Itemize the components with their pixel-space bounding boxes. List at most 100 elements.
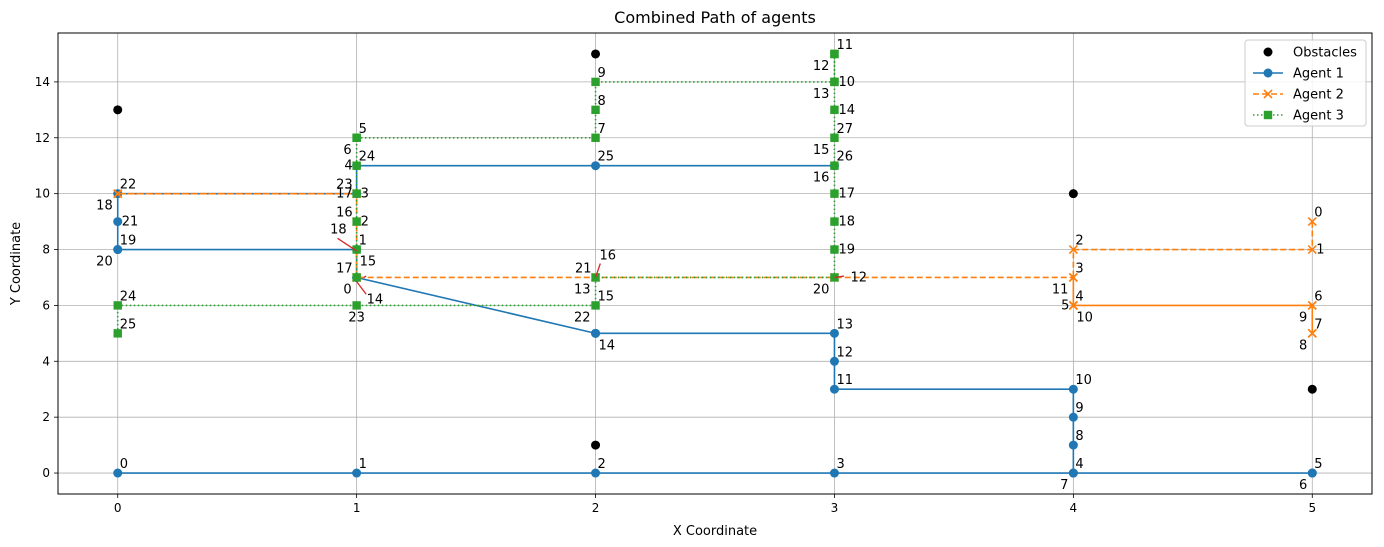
y-tick-label: 8 [42,243,50,257]
point-index-label: 23 [336,178,353,193]
x-tick-label: 5 [1308,501,1316,515]
series-line [116,53,836,334]
data-point [352,161,361,170]
point-index-label: 5 [1061,298,1069,313]
point-index-label: 2 [361,215,369,230]
point-index-label: 17 [336,187,353,202]
point-index-label: 27 [836,122,853,137]
annotation-arrow [356,281,367,295]
point-index-label: 5 [1314,457,1322,472]
y-tick-label: 14 [35,75,50,89]
point-index-label: 13 [813,87,830,102]
point-index-label: 11 [1052,282,1069,297]
point-index-label: 7 [1314,317,1322,332]
data-point [113,468,123,478]
point-index-label: 16 [336,206,353,221]
point-index-label: 9 [1299,310,1307,325]
x-axis-label: X Coordinate [673,524,757,539]
point-index-label: 18 [838,215,855,230]
point-index-label: 16 [600,248,617,263]
y-axis-label: Y Coordinate [9,222,24,306]
legend-entry: Agent 2 [1253,88,1344,103]
legend-entry: Obstacles [1263,46,1357,61]
y-tick-label: 4 [42,354,50,368]
data-point [829,328,839,338]
point-index-label: 14 [367,292,384,307]
point-index-label: 11 [836,38,853,53]
data-point [829,356,839,366]
obstacle-point [591,49,601,59]
point-index-label: 14 [838,103,855,118]
point-index-label: 4 [1075,457,1083,472]
point-index-label: 15 [598,289,615,304]
legend: Obstacles Agent 1 Agent 2 Agent 3 [1244,39,1367,127]
point-index-label: 12 [836,345,853,360]
data-point [829,468,839,478]
point-index-label: 12 [850,270,867,285]
obstacle-point [113,105,123,115]
data-point [591,133,600,142]
point-index-label: 16 [813,171,830,186]
point-index-label: 13 [574,282,591,297]
y-tick-label: 2 [42,410,50,424]
annotation-arrow [337,237,357,252]
data-point [591,468,601,478]
data-point [1307,468,1317,478]
point-index-label: 10 [838,75,855,90]
point-index-label: 9 [1075,401,1083,416]
data-point [830,189,839,198]
point-index-label: 15 [360,255,377,270]
data-point [830,133,839,142]
y-tick-label: 12 [35,131,50,145]
x-tick-label: 2 [592,501,600,515]
data-point [829,384,839,394]
data-point [1068,300,1078,310]
data-point [352,301,361,310]
x-tick-label: 0 [114,501,122,515]
annotation-arrow [363,275,367,279]
point-index-label: 13 [836,317,853,332]
point-index-label: 1 [359,457,367,472]
point-index-label: 6 [1314,289,1322,304]
point-index-label: 0 [120,457,128,472]
point-index-label: 2 [598,457,606,472]
point-index-label: 5 [359,122,367,137]
point-index-label: 12 [813,59,830,74]
series-3 [113,49,839,338]
point-index-label: 11 [836,373,853,388]
point-index-label: 17 [336,261,353,276]
point-index-label: 10 [1076,310,1093,325]
data-point [591,161,601,171]
data-point [591,77,600,87]
point-index-label: 14 [599,338,616,353]
point-index-label: 8 [598,94,606,109]
point-index-label: 24 [359,150,376,165]
obstacle-layer [113,49,1317,450]
point-index-label: 17 [838,187,855,202]
data-point [1068,272,1078,283]
point-index-label: 18 [330,223,347,238]
point-index-label: 20 [96,255,113,270]
y-tick-label: 10 [35,187,50,201]
point-index-label: 10 [1075,373,1092,388]
point-index-label: 20 [813,282,830,297]
legend-marker [1263,68,1273,78]
legend-label: Agent 1 [1293,67,1344,82]
point-index-label: 19 [838,243,855,258]
obstacle-point [591,440,601,450]
point-index-label: 3 [1075,261,1083,276]
data-point [1307,217,1317,227]
point-index-label: 19 [120,234,137,249]
point-index-label: 7 [598,122,606,137]
y-tick-label: 0 [42,466,50,480]
data-point [591,301,600,310]
point-index-label: 25 [120,317,137,332]
data-point [113,245,123,255]
point-index-label: 1 [359,234,367,249]
obstacle-point [1068,189,1078,199]
point-index-label: 15 [813,143,830,158]
data-point [1068,244,1078,255]
data-point [352,217,361,226]
point-index-label: 8 [1075,429,1083,444]
data-point [830,49,839,59]
